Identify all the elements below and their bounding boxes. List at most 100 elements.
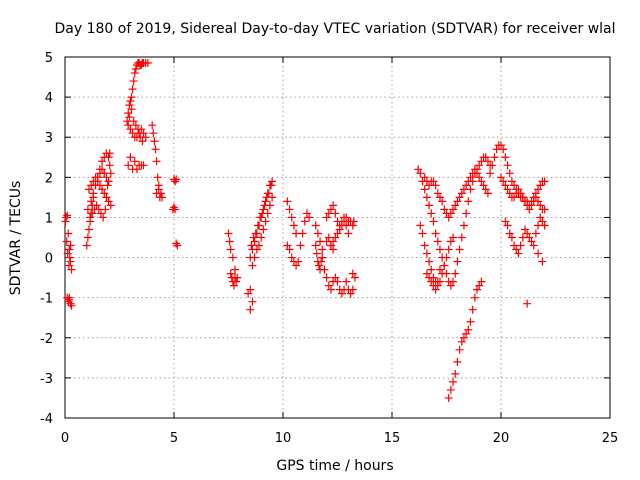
data-point — [261, 197, 270, 206]
data-point — [510, 193, 519, 202]
data-point — [67, 265, 76, 274]
data-point — [95, 181, 104, 190]
data-point — [425, 273, 434, 282]
data-point — [453, 257, 462, 266]
data-point — [507, 177, 516, 186]
data-point — [253, 221, 262, 230]
data-point — [457, 189, 466, 198]
data-point — [529, 241, 538, 250]
data-point — [65, 245, 74, 254]
data-point — [459, 333, 468, 342]
data-point — [488, 161, 497, 170]
data-point — [531, 189, 540, 198]
data-point — [151, 145, 160, 154]
data-point — [91, 173, 100, 182]
data-point — [84, 185, 93, 194]
data-point — [503, 185, 512, 194]
data-point — [486, 169, 495, 178]
data-point — [446, 281, 455, 290]
data-point — [503, 161, 512, 170]
x-tick-label: 20 — [493, 431, 510, 446]
data-point — [294, 257, 303, 266]
data-point — [350, 273, 359, 282]
data-point — [337, 289, 346, 298]
data-point — [264, 189, 273, 198]
data-point — [497, 173, 505, 182]
data-point — [449, 377, 458, 386]
data-point — [268, 177, 277, 186]
data-point — [64, 229, 73, 238]
data-point — [62, 237, 71, 246]
data-point — [103, 181, 112, 190]
data-point — [128, 85, 137, 94]
data-point — [247, 241, 256, 250]
data-point — [536, 201, 545, 210]
data-point — [516, 241, 525, 250]
data-point — [322, 213, 331, 222]
data-point — [105, 161, 114, 170]
data-point — [501, 181, 510, 190]
data-point — [231, 273, 240, 282]
data-point — [470, 165, 479, 174]
data-point — [317, 257, 326, 266]
data-point — [348, 269, 357, 278]
data-point — [143, 59, 152, 68]
data-point — [131, 65, 140, 74]
data-point — [63, 249, 72, 258]
y-tick-label: 2 — [45, 171, 53, 186]
data-point — [249, 233, 258, 242]
data-point — [104, 153, 113, 162]
data-point — [63, 293, 72, 302]
data-point — [520, 225, 529, 234]
data-point — [420, 185, 429, 194]
data-point — [258, 209, 267, 218]
data-point — [538, 257, 547, 266]
data-point — [98, 157, 107, 166]
data-point — [444, 213, 453, 222]
data-point — [466, 317, 475, 326]
data-point — [89, 189, 98, 198]
data-point — [457, 337, 466, 346]
data-point — [536, 213, 545, 222]
data-point — [248, 261, 257, 270]
data-point — [534, 185, 543, 194]
data-point — [446, 209, 455, 218]
data-point — [314, 261, 323, 270]
data-point — [483, 157, 492, 166]
data-point — [335, 225, 344, 234]
data-point — [333, 277, 342, 286]
data-point — [449, 233, 458, 242]
data-point — [451, 269, 460, 278]
data-point — [261, 217, 270, 226]
data-point — [416, 169, 425, 178]
data-point — [88, 209, 97, 218]
data-point — [127, 93, 136, 102]
data-point — [329, 245, 338, 254]
data-point — [342, 213, 351, 222]
data-point — [158, 193, 167, 202]
data-point — [527, 197, 536, 206]
data-point — [285, 245, 294, 254]
data-point — [226, 269, 235, 278]
data-point — [283, 241, 292, 250]
data-point — [262, 193, 271, 202]
data-point — [246, 285, 255, 294]
data-point — [433, 277, 442, 286]
data-point — [433, 189, 442, 198]
data-point — [252, 245, 261, 254]
data-point — [475, 281, 484, 290]
data-point — [470, 293, 479, 302]
data-point — [516, 189, 525, 198]
data-point — [422, 249, 431, 258]
data-point — [127, 105, 136, 114]
data-point — [86, 213, 95, 222]
data-point — [483, 189, 492, 198]
data-point — [507, 233, 516, 242]
data-point — [455, 193, 464, 202]
data-point — [479, 181, 488, 190]
data-point — [499, 177, 508, 186]
data-point — [100, 189, 109, 198]
data-point — [473, 169, 482, 178]
data-point — [251, 229, 260, 238]
data-point — [499, 145, 508, 154]
